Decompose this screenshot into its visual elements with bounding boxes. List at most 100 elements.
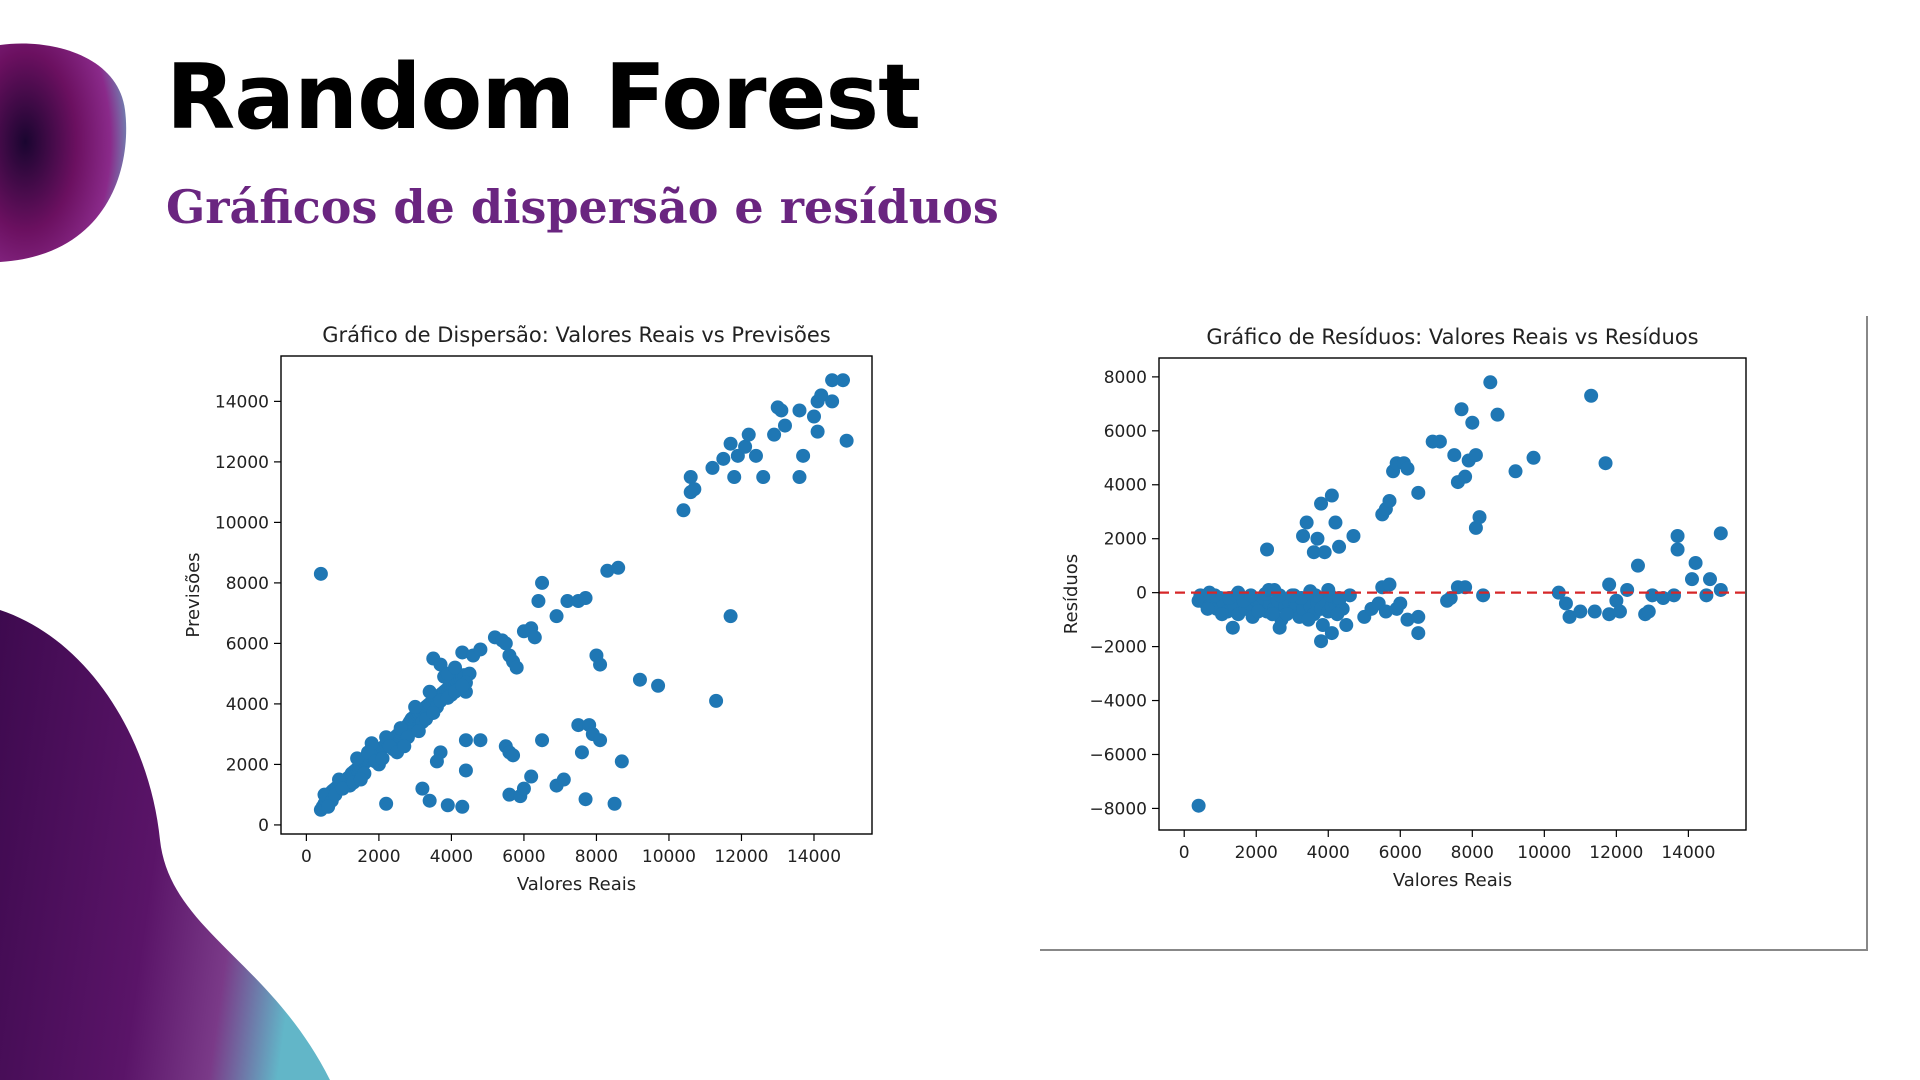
data-point [1620, 582, 1635, 597]
data-point [1267, 582, 1282, 597]
data-point [408, 699, 423, 714]
data-point [1432, 434, 1447, 449]
y-tick-label: −2000 [1089, 638, 1147, 658]
data-point [777, 418, 792, 433]
data-point [1272, 620, 1287, 635]
data-point [723, 609, 738, 624]
data-point [1476, 588, 1491, 603]
data-point [458, 763, 473, 778]
data-point [440, 798, 455, 813]
data-point [1393, 596, 1408, 611]
data-point [379, 796, 394, 811]
data-point [509, 660, 524, 675]
data-point [578, 792, 593, 807]
data-point [1378, 604, 1393, 619]
data-point [1587, 604, 1602, 619]
data-point [687, 482, 702, 497]
data-point [1483, 375, 1498, 390]
data-point [1301, 612, 1316, 627]
y-tick-label: 8000 [1104, 368, 1147, 388]
data-point [1382, 493, 1397, 508]
data-point [709, 693, 724, 708]
data-point [1225, 620, 1240, 635]
y-tick-label: −6000 [1089, 745, 1147, 765]
chart-title: Gráfico de Resíduos: Valores Reais vs Re… [1206, 325, 1698, 349]
data-point [1454, 402, 1469, 417]
data-point [1447, 448, 1462, 463]
data-point [1443, 591, 1458, 606]
data-point [556, 772, 571, 787]
data-point [313, 566, 328, 581]
data-point [350, 751, 365, 766]
data-point [756, 470, 771, 485]
y-tick-label: 6000 [226, 634, 269, 654]
x-tick-label: 12000 [1589, 843, 1643, 863]
data-point [1411, 626, 1426, 641]
data-point [335, 781, 350, 796]
data-point [1303, 584, 1318, 599]
data-point [1602, 607, 1617, 622]
scatter-chart-actual-vs-predicted: 0 2000 4000 6000 8000 10000 12000 14000 0 2000 400… [183, 323, 873, 895]
data-point [1243, 588, 1258, 603]
x-tick-label: 4000 [1307, 843, 1350, 863]
x-tick-label: 10000 [1517, 843, 1571, 863]
data-point [716, 451, 731, 466]
data-point [1306, 545, 1321, 560]
data-point [600, 563, 615, 578]
y-tick-label: 12000 [215, 453, 269, 473]
data-point [1584, 388, 1599, 403]
data-point [796, 448, 811, 463]
data-point [1330, 607, 1345, 622]
y-tick-label: 2000 [226, 755, 269, 775]
data-point [1324, 488, 1339, 503]
data-point [1458, 580, 1473, 595]
x-tick-label: 4000 [430, 847, 473, 867]
data-point [1468, 448, 1483, 463]
data-point [593, 733, 608, 748]
x-axis-label: Valores Reais [517, 874, 636, 895]
data-point [825, 394, 840, 409]
decorative-blob-bottom [0, 610, 330, 1080]
data-point [806, 409, 821, 424]
data-point [1400, 612, 1415, 627]
data-point [1400, 461, 1415, 476]
data-point [375, 751, 390, 766]
data-point [1602, 577, 1617, 592]
data-point [455, 645, 470, 660]
data-point [524, 769, 539, 784]
data-point [1231, 585, 1246, 600]
data-point [1382, 577, 1397, 592]
y-axis-label: Resíduos [1061, 554, 1082, 634]
x-tick-label: 2000 [1235, 843, 1278, 863]
data-point [1310, 531, 1325, 546]
data-point [1670, 529, 1685, 544]
data-point [422, 684, 437, 699]
y-tick-label: 0 [258, 816, 269, 836]
data-point [1612, 604, 1627, 619]
data-point [614, 754, 629, 769]
data-point [593, 657, 608, 672]
data-point [455, 678, 470, 693]
data-point [1314, 496, 1329, 511]
data-point [1411, 485, 1426, 500]
data-point [578, 591, 593, 606]
y-tick-label: 8000 [226, 574, 269, 594]
data-point [814, 388, 829, 403]
data-point [535, 575, 550, 590]
x-tick-label: 14000 [787, 847, 841, 867]
data-point [1299, 515, 1314, 530]
data-point [397, 739, 412, 754]
x-tick-label: 0 [301, 847, 312, 867]
data-point [321, 799, 336, 814]
slide-title: Random Forest [166, 45, 921, 150]
y-tick-label: −8000 [1089, 799, 1147, 819]
data-point [611, 560, 626, 575]
data-point [727, 470, 742, 485]
data-point [705, 460, 720, 475]
data-point [683, 470, 698, 485]
data-point [825, 373, 840, 388]
data-point [748, 448, 763, 463]
data-point [1296, 529, 1311, 544]
data-point [1562, 609, 1577, 624]
x-tick-label: 2000 [357, 847, 400, 867]
